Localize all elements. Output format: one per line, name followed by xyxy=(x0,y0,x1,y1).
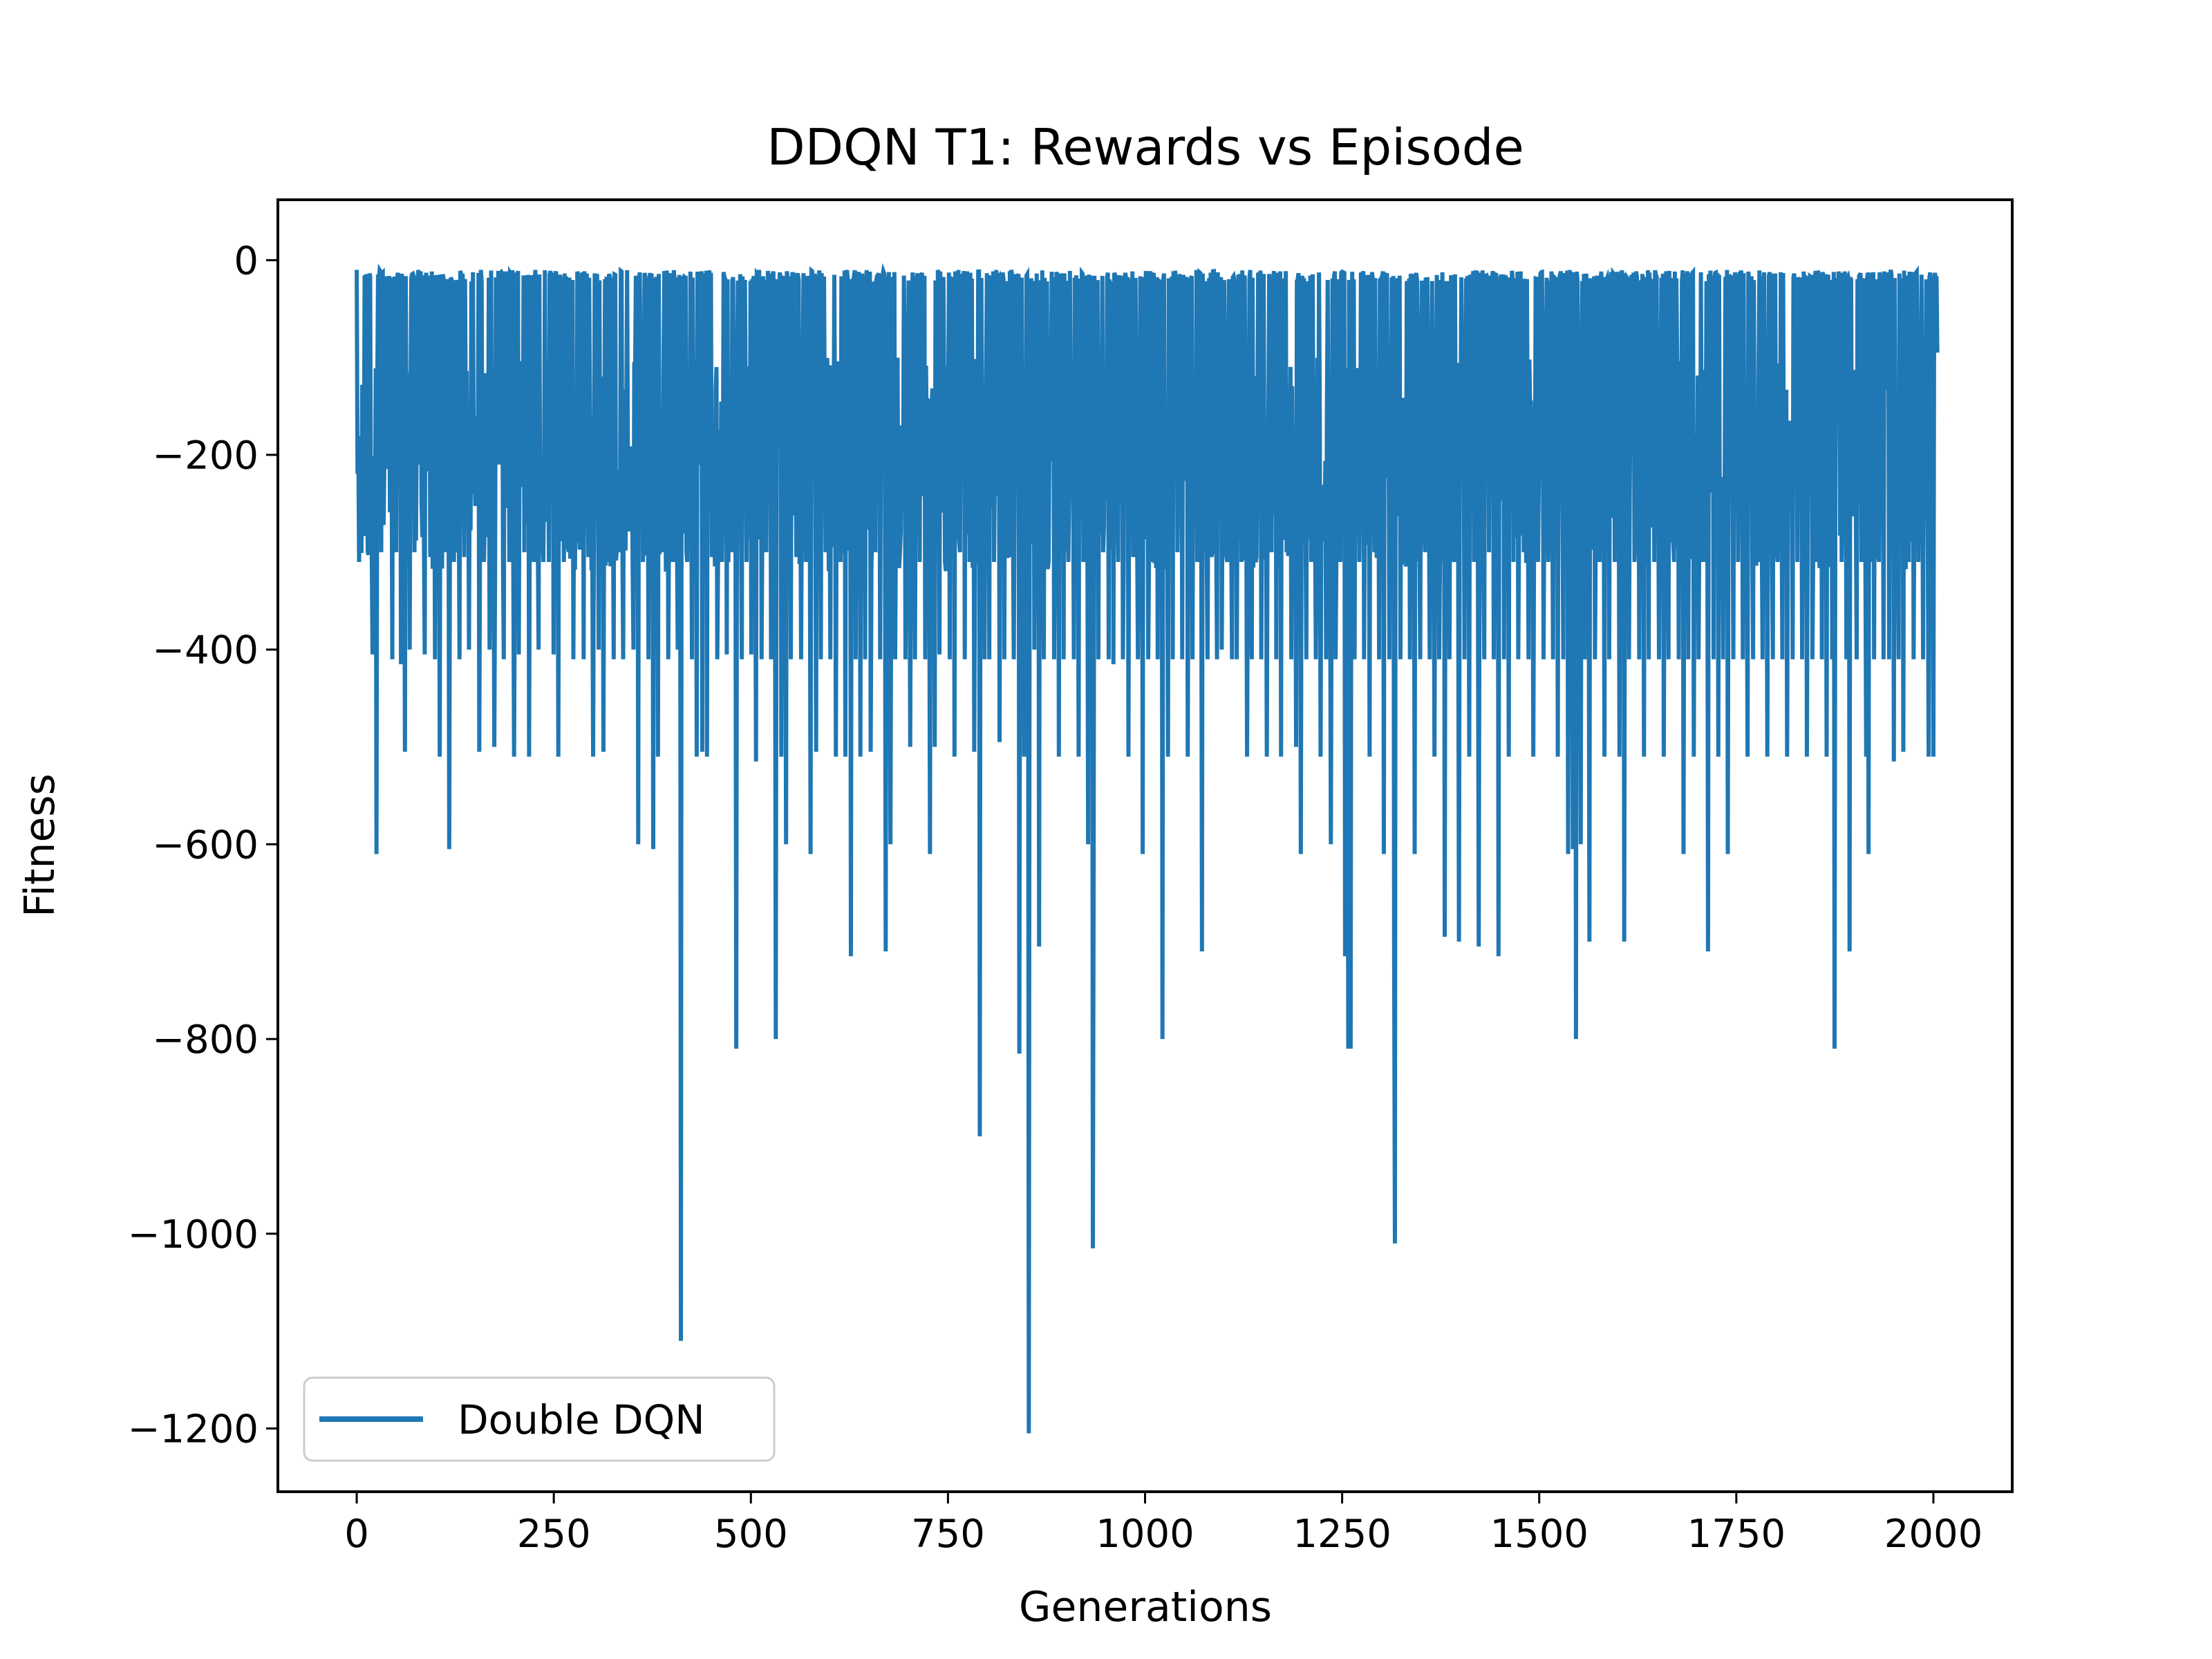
x-tick-label: 1750 xyxy=(1687,1512,1786,1557)
y-axis-label: Fitness xyxy=(16,774,64,917)
chart-title: DDQN T1: Rewards vs Episode xyxy=(767,118,1524,176)
x-tick-label: 1250 xyxy=(1293,1512,1391,1557)
x-axis-label: Generations xyxy=(1019,1583,1272,1631)
y-tick-label: −400 xyxy=(152,628,259,673)
x-tick-label: 2000 xyxy=(1884,1512,1983,1557)
y-tick-label: 0 xyxy=(234,238,259,283)
series-line-double-dqn xyxy=(355,263,1940,1434)
y-tick-label: −600 xyxy=(152,823,259,868)
x-tick-label: 0 xyxy=(344,1512,369,1557)
y-axis: 0 −200 −400 −600 −800 −1000 −1200 xyxy=(128,238,278,1452)
x-tick-label: 1000 xyxy=(1096,1512,1194,1557)
y-tick-label: −1200 xyxy=(128,1407,259,1452)
x-tick-label: 750 xyxy=(911,1512,985,1557)
series-double-dqn-line xyxy=(355,263,1940,1434)
y-tick-label: −800 xyxy=(152,1018,259,1062)
y-tick-label: −1000 xyxy=(128,1212,259,1257)
x-tick-label: 250 xyxy=(517,1512,591,1557)
x-axis: 0 250 500 750 1000 1250 1500 1750 2000 xyxy=(344,1492,1983,1557)
legend-box xyxy=(303,1376,776,1462)
legend-label-double-dqn: Double DQN xyxy=(458,1396,705,1443)
x-tick-label: 500 xyxy=(714,1512,788,1557)
legend: Double DQN xyxy=(303,1376,776,1462)
y-tick-label: −200 xyxy=(152,433,259,478)
x-tick-label: 1500 xyxy=(1490,1512,1588,1557)
